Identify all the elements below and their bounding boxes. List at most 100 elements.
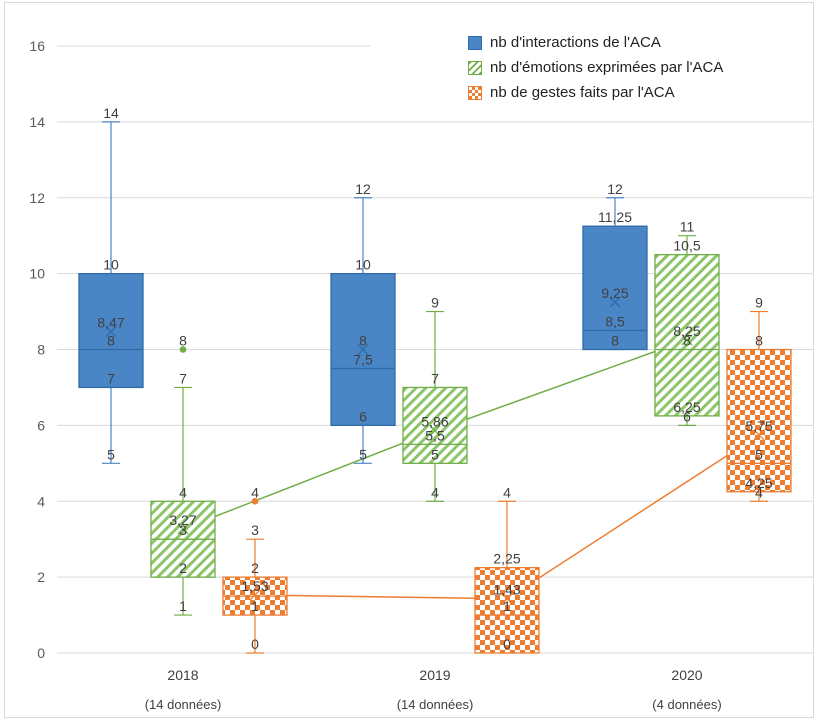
data-label: 3,27 xyxy=(169,512,196,528)
data-labels: 14108,47875121087,5651211,259,258,588743… xyxy=(97,105,772,652)
data-label: 5 xyxy=(755,446,763,462)
legend-item-interactions: nb d'interactions de l'ACA xyxy=(468,30,723,55)
y-tick-label: 4 xyxy=(37,493,45,509)
mean-marker xyxy=(429,425,441,437)
box xyxy=(726,348,792,493)
y-tick-label: 12 xyxy=(29,190,45,206)
data-label: 9 xyxy=(431,295,439,311)
mean-marker xyxy=(249,589,261,601)
data-label: 6 xyxy=(683,408,691,424)
legend: nb d'interactions de l'ACA nb d'émotions… xyxy=(468,30,723,105)
legend-item-gestures: nb de gestes faits par l'ACA xyxy=(468,80,723,105)
y-tick-label: 14 xyxy=(29,114,45,130)
data-label: 7,5 xyxy=(353,351,373,367)
y-tick-label: 6 xyxy=(37,417,45,433)
box xyxy=(402,386,468,464)
data-label: 7 xyxy=(107,370,115,386)
legend-swatch-blue xyxy=(468,35,482,50)
data-label: 8 xyxy=(359,333,367,349)
legend-label: nb de gestes faits par l'ACA xyxy=(490,84,675,101)
data-label: 10 xyxy=(355,257,371,273)
x-tick-label: 2020 xyxy=(671,667,702,683)
data-label: 8 xyxy=(611,333,619,349)
data-label: 4 xyxy=(179,484,187,500)
data-label: 5 xyxy=(431,446,439,462)
data-label: 5 xyxy=(107,446,115,462)
data-label: 9 xyxy=(755,295,763,311)
data-label: 8 xyxy=(179,333,187,349)
data-label: 0 xyxy=(503,636,511,652)
data-label: 0 xyxy=(251,636,259,652)
mean-marker xyxy=(501,593,513,605)
data-label: 10,5 xyxy=(673,238,700,254)
legend-item-emotions: nb d'émotions exprimées par l'ACA xyxy=(468,55,723,80)
data-label: 9,25 xyxy=(601,285,628,301)
box xyxy=(582,225,648,351)
y-tick-label: 2 xyxy=(37,569,45,585)
data-label: 2 xyxy=(251,560,259,576)
data-label: 1 xyxy=(503,598,511,614)
data-label: 7 xyxy=(179,370,187,386)
data-label: 7 xyxy=(431,370,439,386)
legend-label: nb d'interactions de l'ACA xyxy=(490,34,661,51)
data-label: 6 xyxy=(359,408,367,424)
outlier-point xyxy=(251,497,259,505)
data-label: 5,86 xyxy=(421,414,448,430)
chart-frame xyxy=(4,2,814,718)
legend-swatch-green xyxy=(468,60,482,75)
mean-marker xyxy=(609,296,621,308)
mean-marker xyxy=(681,334,693,346)
data-label: 1 xyxy=(251,598,259,614)
x-axis-ticks: 2018 (14 données) 2019 (14 données) 2020 (4 d… xyxy=(145,667,722,712)
x-tick-sublabel: (14 données) xyxy=(397,697,474,712)
mean-marker xyxy=(105,326,117,338)
y-tick-label: 0 xyxy=(37,645,45,661)
data-label: 3 xyxy=(251,522,259,538)
data-label: 12 xyxy=(355,181,371,197)
x-tick-sublabel: (14 données) xyxy=(145,697,222,712)
data-label: 4,25 xyxy=(745,475,772,491)
data-label: 8,5 xyxy=(605,314,625,330)
data-label: 5,75 xyxy=(745,418,772,434)
data-label: 2,25 xyxy=(493,551,520,567)
data-label: 11 xyxy=(680,219,695,235)
box xyxy=(78,272,144,389)
mean-marker xyxy=(177,523,189,535)
data-label: 4 xyxy=(503,484,511,500)
mean-marker xyxy=(753,429,765,441)
data-label: 11,25 xyxy=(598,209,632,225)
y-tick-label: 10 xyxy=(29,266,45,282)
data-label: 10 xyxy=(103,257,119,273)
data-label: 3 xyxy=(179,522,187,538)
data-label: 4 xyxy=(755,484,763,500)
data-label: 1,53 xyxy=(241,578,268,594)
legend-label: nb d'émotions exprimées par l'ACA xyxy=(490,59,724,76)
x-tick-sublabel: (4 données) xyxy=(652,697,721,712)
data-label: 8,47 xyxy=(97,315,124,331)
box xyxy=(654,254,720,417)
y-tick-label: 8 xyxy=(37,342,45,358)
legend-swatch-orange xyxy=(468,85,482,100)
data-label: 12 xyxy=(607,181,623,197)
data-label: 14 xyxy=(103,105,119,121)
data-label: 8,25 xyxy=(673,323,700,339)
boxes xyxy=(78,121,792,654)
data-label: 5 xyxy=(359,446,367,462)
box xyxy=(474,566,540,654)
data-label: 6,25 xyxy=(673,399,700,415)
data-label: 8 xyxy=(683,333,691,349)
mean-marker xyxy=(357,344,369,355)
y-axis-ticks: 0 2 4 6 8 10 12 14 16 xyxy=(29,38,45,661)
data-label: 4 xyxy=(251,484,259,500)
data-label: 5,5 xyxy=(425,427,445,443)
data-label: 1,43 xyxy=(493,582,520,598)
data-label: 2 xyxy=(179,560,187,576)
data-label: 8 xyxy=(107,333,115,349)
x-tick-label: 2019 xyxy=(419,667,450,683)
y-tick-label: 16 xyxy=(29,38,45,54)
data-label: 4 xyxy=(431,484,439,500)
outlier-point xyxy=(179,346,187,353)
data-label: 1 xyxy=(179,598,187,614)
data-label: 8 xyxy=(755,333,763,349)
